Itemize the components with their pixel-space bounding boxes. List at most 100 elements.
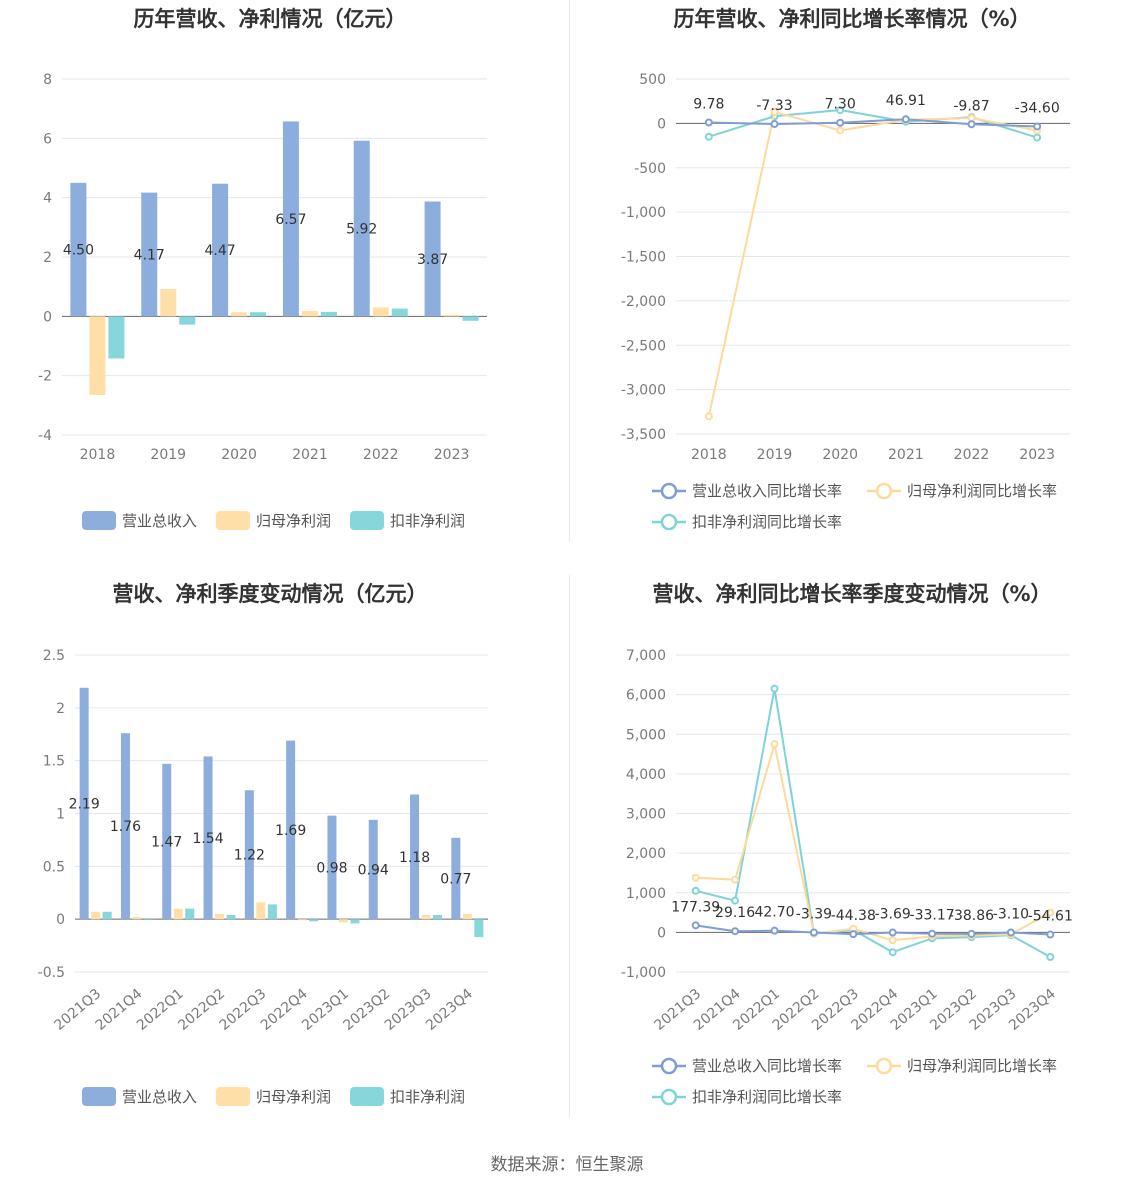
- y-tick-label: -4: [38, 428, 52, 444]
- y-tick-label: 0.5: [43, 859, 65, 875]
- y-tick-label: -3,500: [621, 427, 666, 443]
- bar: [267, 904, 277, 920]
- series-point: [901, 115, 910, 124]
- chart-title: 历年营收、净利情况（亿元）: [134, 7, 407, 31]
- data-label: -44.38: [831, 908, 876, 924]
- series-point: [1046, 930, 1055, 939]
- bar: [102, 911, 112, 920]
- data-label: 4.47: [204, 243, 235, 259]
- bar: [141, 192, 158, 317]
- annual-amount-svg: 历年营收、净利情况（亿元） 8 6 4 2 0 -2 -4 4.50 4.17 4.47 6.57 5.…: [38, 7, 487, 530]
- vertical-divider-top: [569, 0, 570, 542]
- x-tick-label: 2023: [434, 447, 470, 463]
- series-point: [809, 928, 818, 937]
- chart-title: 营收、净利季度变动情况（亿元）: [113, 582, 428, 606]
- series-point: [1006, 928, 1015, 937]
- legend-swatch: [82, 1087, 116, 1106]
- bar: [474, 919, 484, 938]
- bar: [327, 815, 337, 920]
- series-point: [770, 740, 779, 749]
- series-point: [1033, 122, 1042, 131]
- y-tick-label: 6: [43, 131, 52, 147]
- data-label: 1.47: [151, 835, 182, 851]
- y-tick-label: 4,000: [626, 767, 666, 783]
- bar: [160, 289, 177, 317]
- x-tick-label: 2019: [150, 447, 186, 463]
- series-point: [849, 930, 858, 939]
- x-tick-label: 2023: [1019, 447, 1055, 463]
- y-tick-label: 1,000: [626, 886, 666, 902]
- y-tick-label: 0: [657, 116, 666, 132]
- legend-label: 营业总收入: [122, 1088, 197, 1106]
- data-label: 7.30: [825, 97, 856, 113]
- y-tick-label: 2,000: [626, 846, 666, 862]
- bar: [350, 919, 360, 924]
- legend-label: 归母净利润: [256, 512, 331, 530]
- bar: [297, 919, 307, 921]
- data-label: 3.87: [417, 252, 448, 268]
- series-point: [704, 132, 713, 141]
- legend-label: 归母净利润: [256, 1088, 331, 1106]
- legend-swatch: [350, 1087, 384, 1106]
- series-point: [731, 927, 740, 936]
- x-tick-label: 2019: [757, 447, 793, 463]
- chart-title: 历年营收、净利同比增长率情况（%）: [673, 7, 1030, 31]
- bar: [250, 312, 267, 317]
- series-point: [967, 114, 976, 123]
- series-point: [836, 126, 845, 135]
- y-tick-label: 6,000: [626, 688, 666, 704]
- bar: [79, 687, 89, 920]
- series-line: [708, 118, 1038, 128]
- legend-swatch: [216, 511, 250, 530]
- y-tick-label: 2.5: [43, 648, 65, 664]
- y-tick-label: -2,500: [621, 338, 666, 354]
- x-tick-label: 2018: [691, 447, 727, 463]
- series-point: [770, 684, 779, 693]
- data-label: 0.98: [316, 860, 347, 876]
- data-label: 0.94: [358, 863, 389, 879]
- data-label: 1.69: [275, 823, 306, 839]
- bar: [410, 794, 420, 920]
- x-tick-label: 2023Q4: [423, 986, 476, 1034]
- data-label: -3.39: [796, 907, 832, 923]
- y-tick-label: 7,000: [626, 648, 666, 664]
- data-label: -7.33: [756, 98, 792, 114]
- x-tick-label: 2021: [292, 447, 328, 463]
- bar: [185, 908, 195, 920]
- legend-label: 扣非净利润同比增长率: [692, 1088, 842, 1106]
- series-point: [928, 929, 937, 938]
- data-label: 29.16: [715, 905, 755, 921]
- series-point: [770, 107, 779, 116]
- series-point: [704, 118, 713, 127]
- y-tick-label: 8: [43, 72, 52, 88]
- series-point: [1046, 952, 1055, 961]
- data-label: 46.91: [886, 93, 926, 109]
- bar: [70, 182, 87, 317]
- quarterly-amount-svg: 营收、净利季度变动情况（亿元） 2.5 2 1.5 1 0.5 0 -0.5 2.19 1.76 1…: [38, 582, 488, 1106]
- bar: [226, 914, 236, 920]
- bar: [91, 911, 101, 920]
- series-point: [704, 412, 713, 421]
- series-point: [836, 106, 845, 115]
- series-point: [888, 936, 897, 945]
- data-label: 0.77: [440, 871, 471, 887]
- data-label: 1.76: [110, 819, 141, 835]
- bar: [462, 913, 472, 920]
- y-tick-label: 2: [56, 701, 65, 717]
- data-label: -9.87: [953, 98, 989, 114]
- data-label: 4.50: [63, 243, 94, 259]
- data-label: -38.86: [949, 908, 994, 924]
- bar: [203, 756, 213, 920]
- series-point: [888, 948, 897, 957]
- legend-label: 归母净利润同比增长率: [907, 482, 1057, 500]
- bar: [353, 140, 370, 317]
- bar: [282, 121, 299, 317]
- bar: [120, 733, 130, 920]
- data-label: -3.10: [993, 906, 1029, 922]
- y-tick-label: -1,500: [621, 250, 666, 266]
- x-tick-label: 2022: [954, 447, 990, 463]
- data-label: 42.70: [754, 905, 794, 921]
- source-note: 数据来源：恒生聚源: [490, 1155, 644, 1175]
- data-label: -34.60: [1015, 100, 1060, 116]
- quarterly-growth-svg: 营收、净利同比增长率季度变动情况（%） 7,000 6,000 5,000 4,000 3…: [621, 582, 1073, 1106]
